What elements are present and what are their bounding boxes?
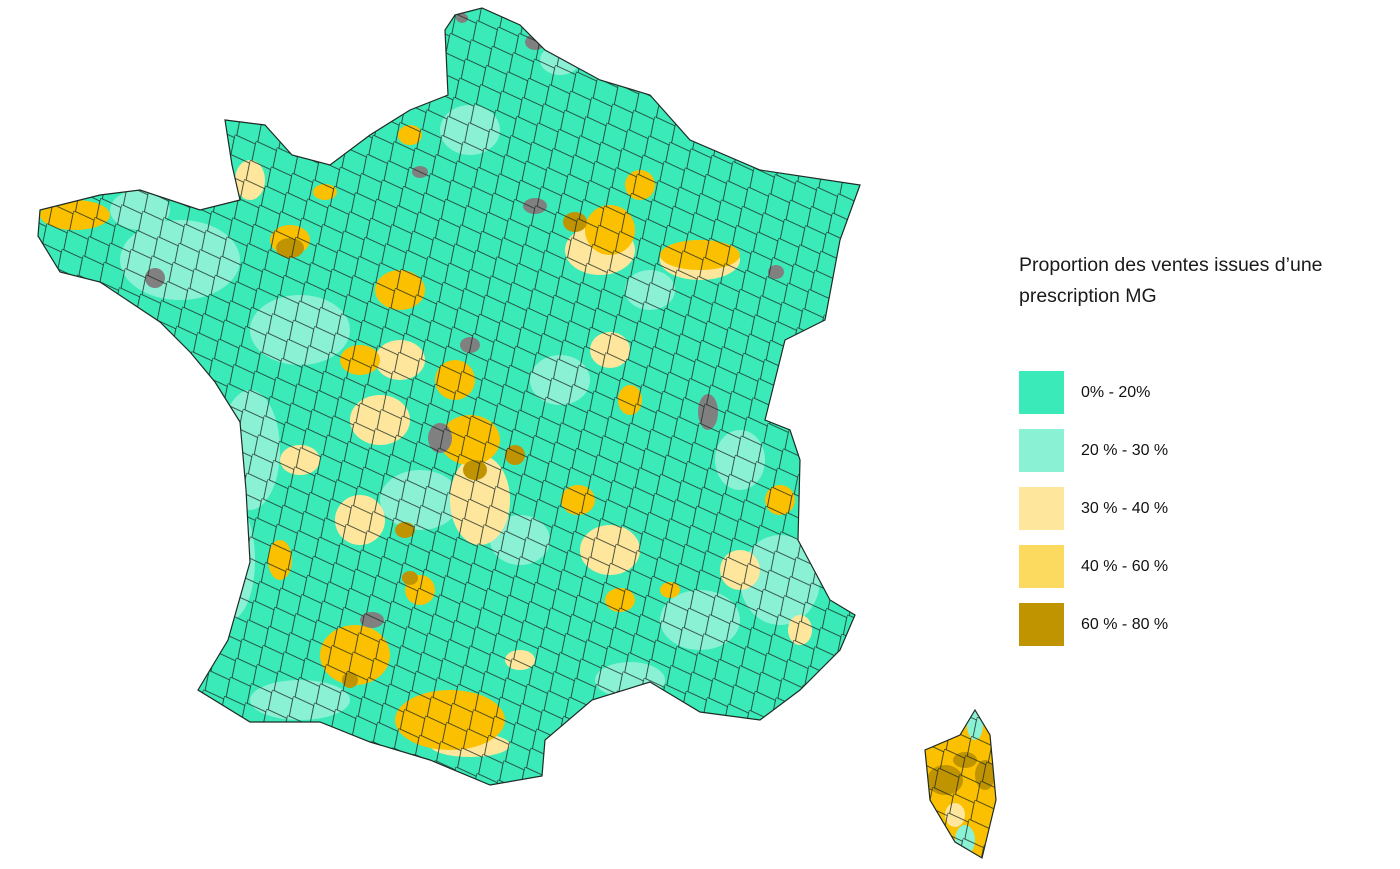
legend-label: 60 % - 80 % [1081,615,1169,633]
legend-item-30-40: 30 % - 40 % [1019,486,1379,531]
france-choropleth-map [37,7,997,859]
legend-item-0-20: 0% - 20% [1019,370,1379,415]
map-legend: Proportion des ventes issues d’une presc… [1019,250,1379,660]
legend-title: Proportion des ventes issues d’une presc… [1019,254,1323,307]
legend-label: 30 % - 40 % [1081,499,1169,517]
corsica-outline [924,708,997,859]
corsica-borders [925,710,996,858]
legend-label: 40 % - 60 % [1081,557,1169,575]
region-very-high [364,119,380,131]
legend-swatch [1019,603,1064,646]
commune-borders [38,8,860,785]
mainland-outline [37,7,861,786]
legend-swatch [1019,429,1064,472]
legend-swatch [1019,487,1064,530]
mainland-france [37,7,861,786]
legend-swatch [1019,545,1064,588]
legend-item-40-60: 40 % - 60 % [1019,544,1379,589]
legend-item-60-80: 60 % - 80 % [1019,602,1379,647]
legend-label: 0% - 20% [1081,383,1151,401]
legend-swatch [1019,371,1064,414]
legend-item-20-30: 20 % - 30 % [1019,428,1379,473]
legend-label: 20 % - 30 % [1081,441,1169,459]
corsica [924,708,997,859]
